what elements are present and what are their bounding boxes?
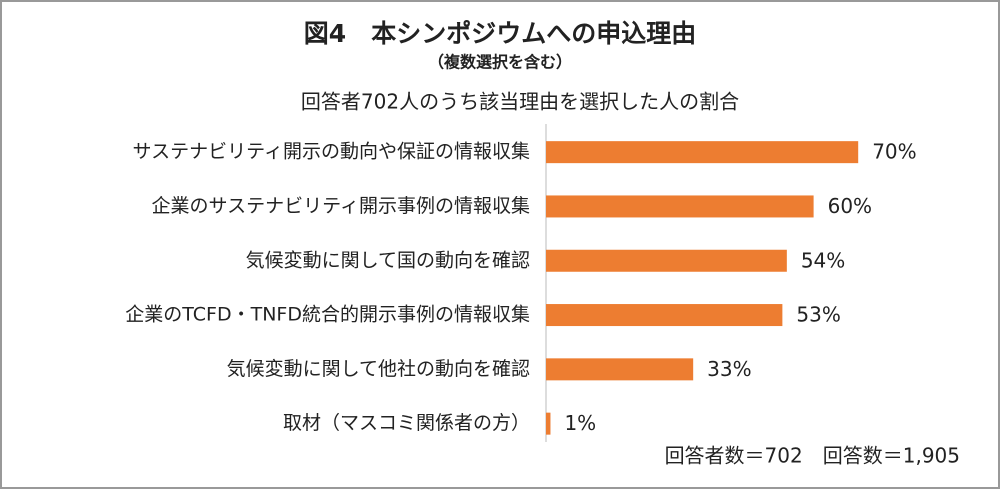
value-label: 54% — [801, 248, 845, 272]
annotation: 回答者数＝702 回答数＝1,905 — [665, 444, 960, 468]
axis-label: 回答者702人のうち該当理由を選択した人の割合 — [301, 90, 739, 114]
bar — [546, 195, 814, 218]
y-tick-label: サステナビリティ開示の動向や保証の情報収集 — [133, 141, 530, 163]
y-tick-label: 企業のサステナビリティ開示事例の情報収集 — [152, 195, 530, 217]
y-tick-label: 気候変動に関して他社の動向を確認 — [227, 358, 530, 380]
y-tick-label: 取材（マスコミ関係者の方） — [283, 412, 530, 434]
y-tick-label: 企業のTCFD・TNFD統合的開示事例の情報収集 — [125, 304, 530, 326]
bar — [546, 141, 859, 164]
value-label: 53% — [796, 303, 840, 327]
bar — [546, 358, 694, 381]
y-tick-label: 気候変動に関して国の動向を確認 — [246, 249, 530, 271]
value-label: 60% — [828, 194, 872, 218]
bar — [546, 412, 551, 435]
value-label: 33% — [707, 357, 751, 381]
chart-subtitle: （複数選択を含む） — [428, 53, 572, 72]
bar — [546, 304, 783, 327]
chart-title: 図4 本シンポジウムへの申込理由 — [304, 19, 696, 48]
value-label: 70% — [872, 140, 916, 164]
value-label: 1% — [564, 411, 596, 435]
bar — [546, 249, 787, 272]
